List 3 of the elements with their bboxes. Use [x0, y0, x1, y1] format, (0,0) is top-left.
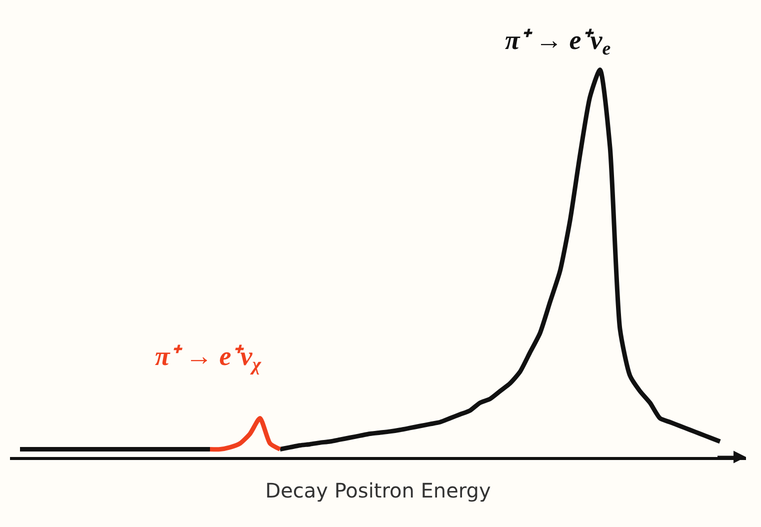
- x-axis-title: Decay Positron Energy: [265, 478, 491, 502]
- text: π⁺ → e⁺ν$_{e}$: [505, 25, 611, 60]
- annotation: π⁺ → e⁺ν$_{χ}$: [155, 341, 262, 376]
